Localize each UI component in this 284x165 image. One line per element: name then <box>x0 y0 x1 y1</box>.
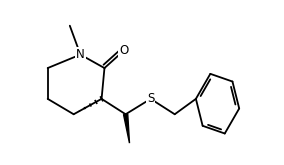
Text: O: O <box>119 44 128 57</box>
Text: S: S <box>147 92 154 105</box>
Text: N: N <box>76 48 85 61</box>
Polygon shape <box>124 114 130 143</box>
